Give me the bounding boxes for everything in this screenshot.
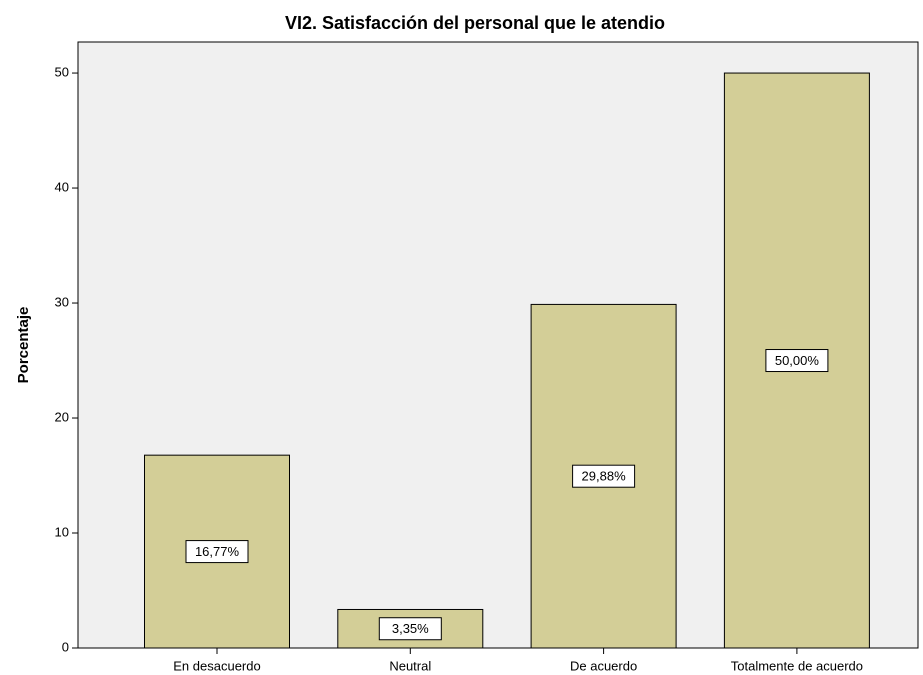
y-tick-label: 50 xyxy=(55,64,69,79)
y-tick-label: 0 xyxy=(62,639,69,654)
value-label-box xyxy=(765,349,829,373)
value-label-box xyxy=(185,540,249,564)
y-tick-label: 20 xyxy=(55,409,69,424)
x-tick-label: De acuerdo xyxy=(570,658,637,673)
value-label: 50,00% xyxy=(775,353,820,368)
y-tick-label: 10 xyxy=(55,524,69,539)
value-label-box xyxy=(572,464,636,488)
x-tick-label: En desacuerdo xyxy=(173,658,260,673)
x-tick-label: Neutral xyxy=(389,658,431,673)
x-tick-label: Totalmente de acuerdo xyxy=(731,658,863,673)
value-label: 29,88% xyxy=(582,469,627,484)
y-axis-label: Porcentaje xyxy=(15,307,32,384)
chart-title: VI2. Satisfacción del personal que le at… xyxy=(285,13,665,33)
y-tick-label: 30 xyxy=(55,294,69,309)
value-label: 16,77% xyxy=(195,544,240,559)
y-tick-label: 40 xyxy=(55,179,69,194)
value-label-box xyxy=(378,617,442,641)
value-label: 3,35% xyxy=(392,621,429,636)
